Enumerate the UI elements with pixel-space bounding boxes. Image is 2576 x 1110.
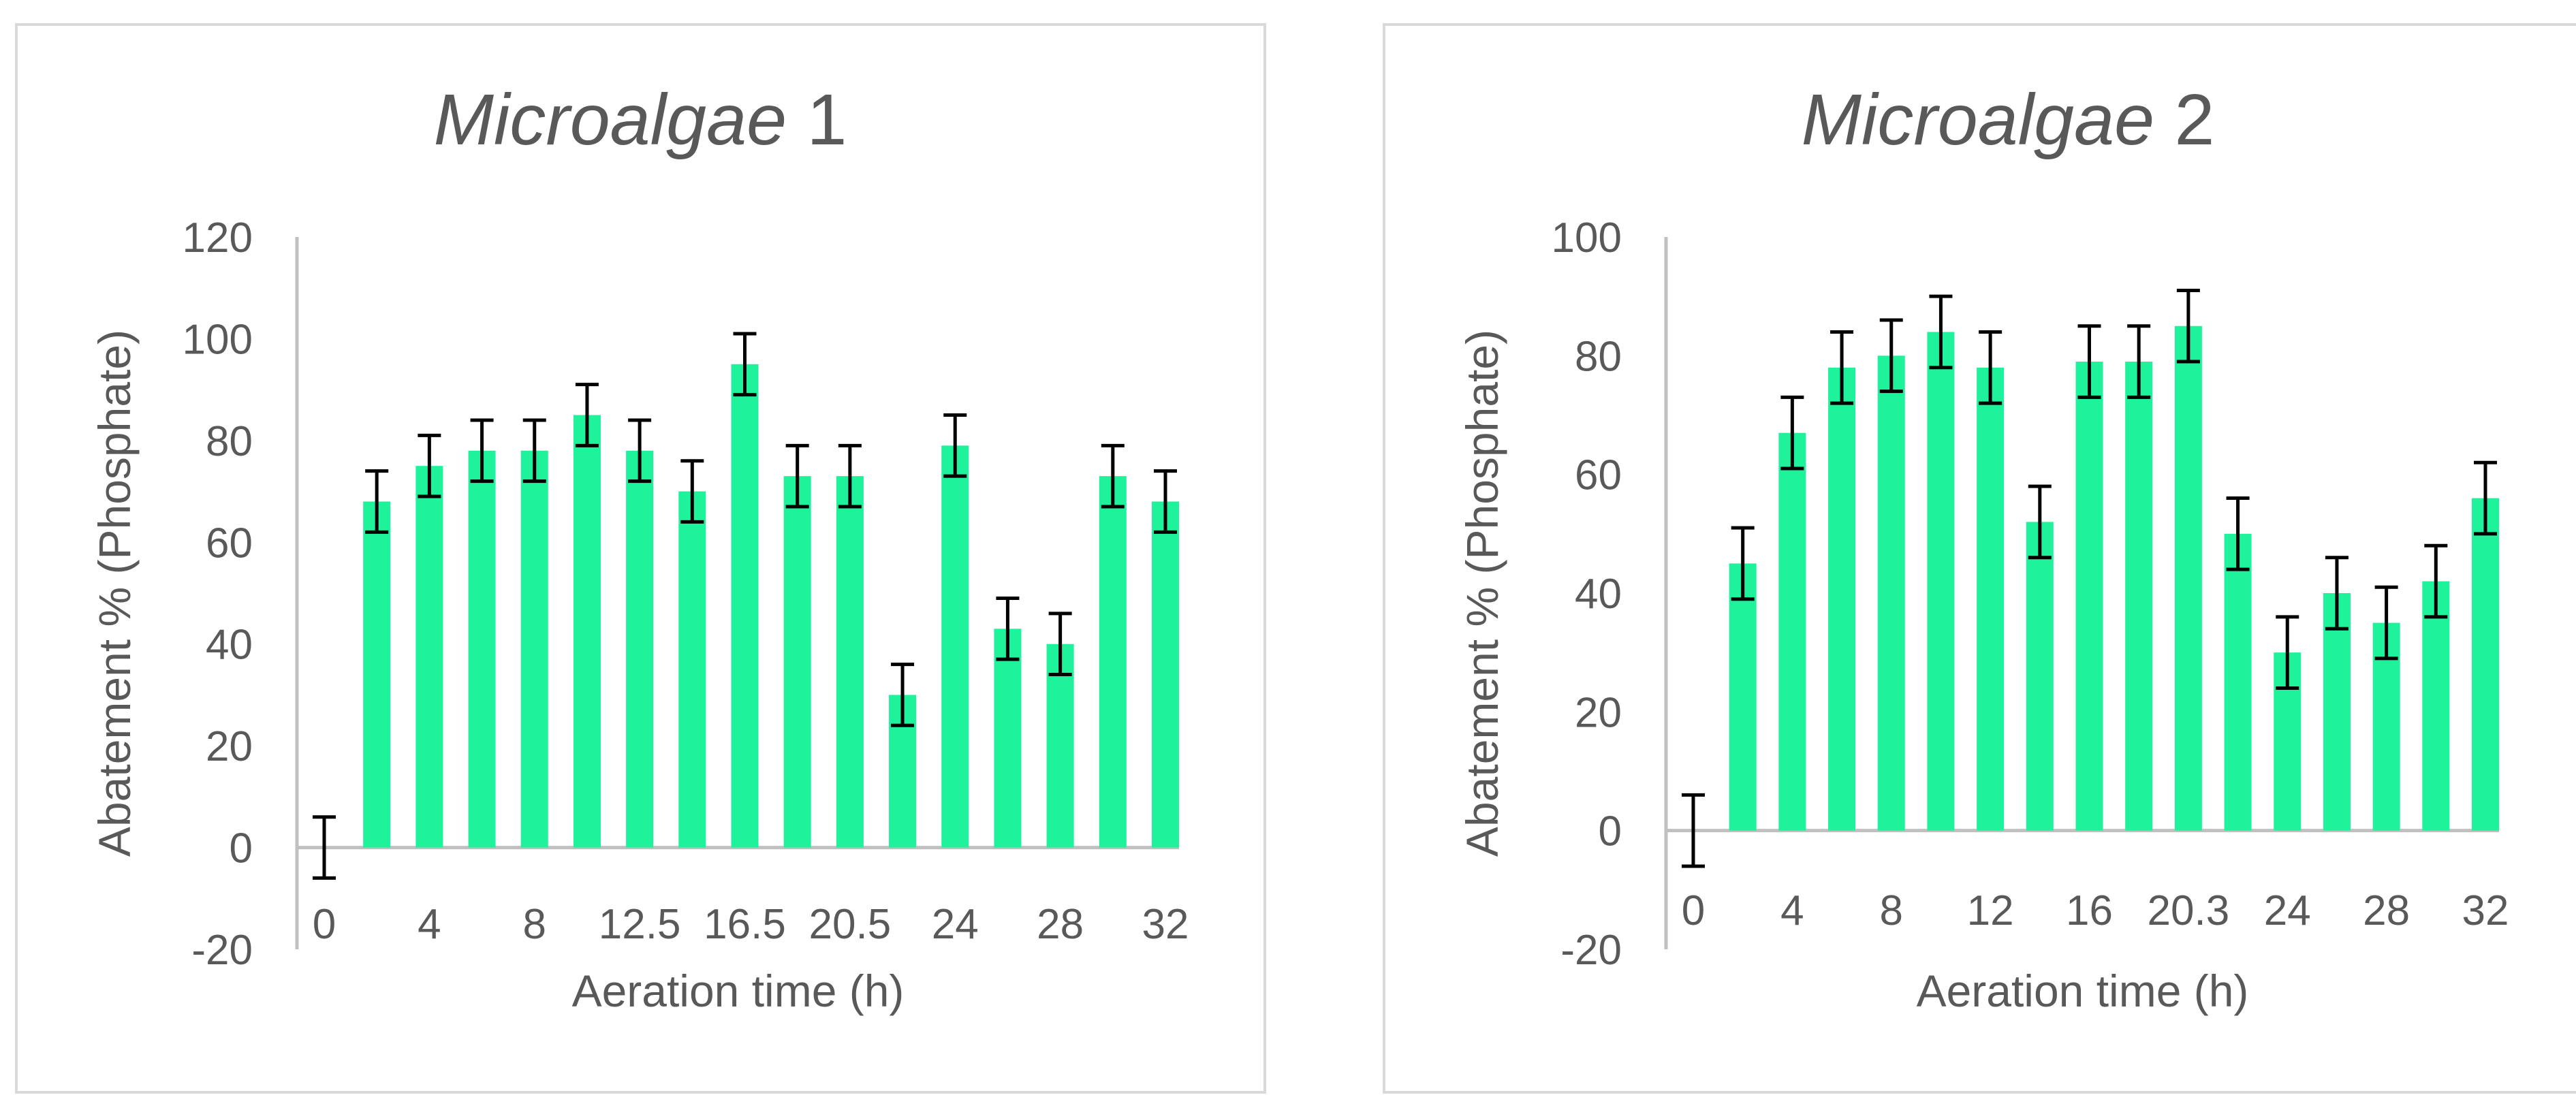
x-tick-label: 12 [1967, 887, 2014, 934]
bar [1046, 644, 1074, 848]
bar [836, 476, 864, 848]
x-tick-label: 28 [2363, 887, 2410, 934]
x-tick-label: 24 [932, 901, 979, 948]
x-tick-label: 16.5 [704, 901, 786, 948]
bar [2026, 522, 2054, 831]
bar [1099, 476, 1127, 848]
chart-title: Microalgae 1 [434, 80, 847, 160]
x-axis-label: Aeration time (h) [1917, 966, 2249, 1016]
y-axis-label: Abatement % (Phosphate) [1457, 330, 1507, 857]
chart-panel-microalgae-2: Microalgae 2 -20 0 20 40 60 80 100 0 4 8 12 16 20.3 24… [1383, 23, 2576, 1094]
bar [1977, 367, 2005, 831]
x-tick-label: 4 [1780, 887, 1804, 934]
bar [2174, 326, 2202, 831]
bar [1729, 563, 1757, 831]
chart-title-suffix: 1 [787, 80, 847, 160]
chart-panel-microalgae-1: Microalgae 1 -20 0 20 40 60 80 100 120 0 4 8 12.5 16.… [15, 23, 1266, 1094]
bar [2422, 581, 2450, 831]
bar [2472, 498, 2499, 831]
y-tick-label: 20 [206, 723, 253, 770]
bar [678, 491, 706, 848]
y-tick-label: 40 [206, 622, 253, 669]
x-tick-label: 32 [1142, 901, 1189, 948]
x-axis-label: Aeration time (h) [572, 966, 905, 1016]
y-tick-label: 60 [1575, 452, 1622, 499]
bar [626, 450, 654, 848]
chart-title-italic: Microalgae [434, 80, 787, 160]
chart-title-italic: Microalgae [1802, 80, 2154, 160]
x-tick-label: 28 [1037, 901, 1084, 948]
bar [994, 629, 1022, 848]
bar [731, 364, 759, 848]
bar [1778, 432, 1806, 831]
x-tick-label: 12.5 [599, 901, 681, 948]
y-tick-label: -20 [1560, 927, 1622, 974]
y-tick-label: 20 [1575, 689, 1622, 736]
y-tick-label: 80 [1575, 333, 1622, 380]
x-tick-label: 20.3 [2148, 887, 2230, 934]
bar [1152, 501, 1179, 848]
y-tick-label: 0 [1599, 808, 1622, 855]
bar [468, 450, 496, 848]
y-tick-label: 100 [183, 316, 253, 363]
chart-title-suffix: 2 [2154, 80, 2214, 160]
x-tick-label: 0 [313, 901, 336, 948]
bar [520, 450, 548, 848]
x-tick-label: 20.5 [809, 901, 892, 948]
x-tick-label: 8 [1880, 887, 1903, 934]
bar [2323, 593, 2351, 831]
bar [2224, 533, 2252, 831]
x-tick-label: 0 [1682, 887, 1705, 934]
y-tick-label: 60 [206, 520, 253, 567]
x-tick-label: 16 [2066, 887, 2113, 934]
y-tick-label: 0 [230, 825, 253, 872]
x-tick-label: 8 [523, 901, 546, 948]
chart-title: Microalgae 2 [1802, 80, 2215, 160]
x-tick-label: 24 [2264, 887, 2311, 934]
y-tick-label: 100 [1552, 215, 1622, 261]
y-tick-label: 40 [1575, 571, 1622, 618]
y-tick-label: -20 [191, 927, 253, 974]
bar [1828, 367, 1856, 831]
bar [573, 415, 601, 848]
bar [415, 466, 443, 848]
bar [2125, 362, 2153, 831]
bar [1877, 355, 1905, 831]
bar [941, 445, 969, 848]
bar [363, 501, 391, 848]
y-tick-label: 80 [206, 418, 253, 465]
bar [1927, 332, 1955, 831]
y-axis-label: Abatement % (Phosphate) [89, 330, 140, 857]
chart-microalgae-1: Microalgae 1 -20 0 20 40 60 80 100 120 0 4 8 12.5 16.… [89, 80, 1189, 1016]
x-tick-label: 32 [2462, 887, 2509, 934]
bar [2075, 362, 2103, 831]
chart-microalgae-2: Microalgae 2 -20 0 20 40 60 80 100 0 4 8 12 16 20.3 24… [1457, 80, 2509, 1016]
bar [783, 476, 811, 848]
x-tick-label: 4 [418, 901, 441, 948]
y-tick-label: 120 [183, 215, 253, 261]
